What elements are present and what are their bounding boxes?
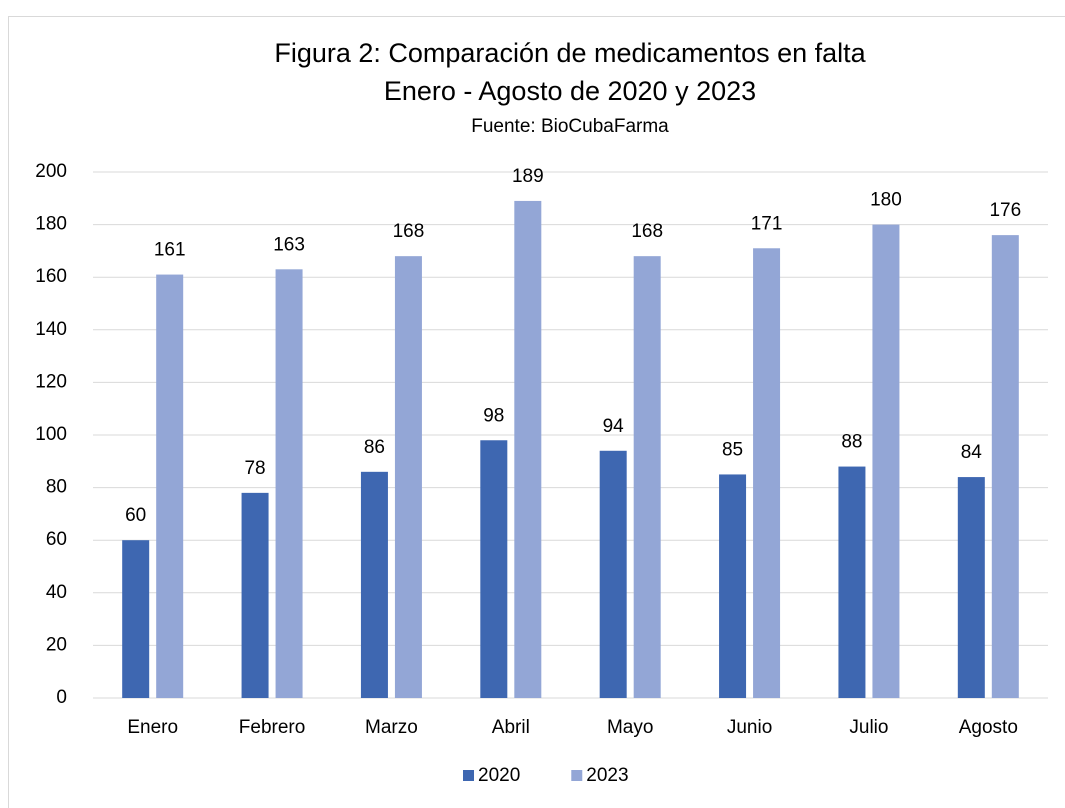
legend-label: 2020: [478, 765, 520, 786]
y-tick-label: 100: [35, 424, 67, 445]
x-tick-label: Marzo: [365, 717, 418, 738]
y-tick-label: 60: [46, 529, 67, 550]
legend-swatch: [463, 770, 474, 781]
x-tick-label: Julio: [849, 717, 888, 738]
x-tick-label: Febrero: [239, 717, 306, 738]
data-label: 176: [989, 200, 1021, 221]
chart-title: Enero - Agosto de 2020 y 2023: [384, 76, 756, 106]
y-tick-label: 120: [35, 371, 67, 392]
x-tick-label: Junio: [727, 717, 772, 738]
data-label: 189: [512, 166, 544, 187]
data-label: 60: [125, 505, 146, 526]
y-tick-label: 180: [35, 214, 67, 235]
data-label: 171: [751, 213, 783, 234]
bar: [241, 492, 269, 698]
bar: [633, 256, 661, 698]
chart-title: Figura 2: Comparación de medicamentos en…: [274, 38, 866, 68]
y-tick-label: 40: [46, 582, 67, 603]
bar: [838, 466, 866, 698]
data-label: 78: [244, 458, 265, 479]
bar: [394, 256, 422, 698]
bar: [480, 440, 508, 698]
data-label: 161: [154, 240, 186, 261]
data-label: 168: [393, 221, 425, 242]
bar: [991, 235, 1019, 698]
bar: [275, 269, 303, 698]
bar: [122, 540, 150, 698]
bar: [599, 450, 627, 698]
x-tick-label: Abril: [492, 717, 530, 738]
data-label: 84: [961, 442, 983, 463]
data-label: 94: [603, 416, 625, 437]
data-label: 98: [483, 405, 504, 426]
data-label: 168: [631, 221, 663, 242]
data-label: 86: [364, 437, 385, 458]
data-label: 163: [273, 234, 305, 255]
y-tick-label: 20: [46, 634, 67, 655]
chart-subtitle: Fuente: BioCubaFarma: [471, 116, 669, 137]
data-label: 85: [722, 439, 743, 460]
y-tick-label: 0: [56, 687, 67, 708]
x-tick-label: Mayo: [607, 717, 653, 738]
bar: [753, 248, 781, 698]
bar: [719, 474, 747, 698]
data-label: 180: [870, 190, 902, 211]
y-tick-label: 200: [35, 161, 67, 182]
bar: [514, 200, 542, 698]
bar: [360, 471, 388, 698]
bar: [872, 224, 900, 698]
bar: [156, 274, 184, 698]
data-label: 88: [841, 432, 862, 453]
x-tick-label: Enero: [127, 717, 178, 738]
legend-label: 2023: [586, 765, 628, 786]
legend-swatch: [571, 770, 583, 781]
bar: [957, 477, 985, 698]
y-tick-label: 80: [46, 477, 67, 498]
y-tick-label: 160: [35, 266, 67, 287]
x-tick-label: Agosto: [959, 717, 1018, 738]
y-tick-label: 140: [35, 319, 67, 340]
